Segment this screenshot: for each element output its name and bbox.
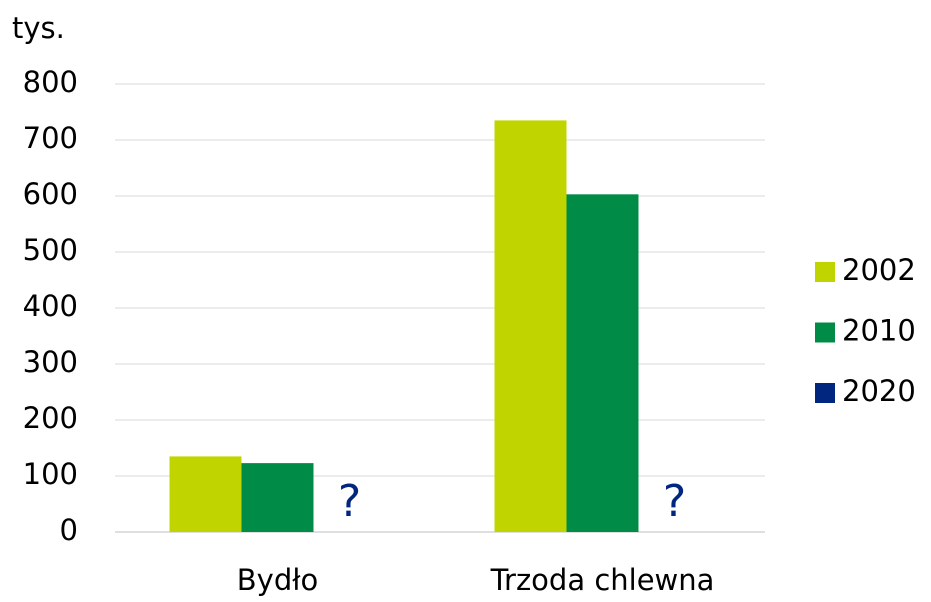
x-tick-label: Bydło	[237, 563, 318, 597]
legend-swatch	[815, 383, 835, 403]
value-label: ?	[338, 476, 361, 527]
y-tick-label: 700	[23, 121, 78, 155]
bar	[241, 463, 314, 532]
bar	[566, 194, 639, 532]
legend-swatch	[815, 262, 835, 282]
y-tick-label: 500	[23, 233, 78, 267]
legend-label: 2020	[842, 374, 916, 408]
x-tick-label: Trzoda chlewna	[490, 563, 715, 597]
y-tick-label: 600	[23, 177, 78, 211]
legend-swatch	[815, 322, 835, 343]
y-tick-label: 800	[23, 65, 78, 99]
value-label: ?	[663, 476, 686, 527]
legend-label: 2010	[842, 314, 916, 348]
legend-label: 2002	[842, 253, 916, 287]
y-tick-label: 200	[23, 401, 78, 435]
y-tick-label: 100	[23, 457, 78, 491]
y-tick-label: 0	[60, 513, 78, 547]
y-tick-label: 400	[23, 289, 78, 323]
y-axis-label: tys.	[12, 11, 65, 45]
y-tick-label: 300	[23, 345, 78, 379]
bar	[494, 120, 567, 533]
bar	[169, 456, 242, 532]
